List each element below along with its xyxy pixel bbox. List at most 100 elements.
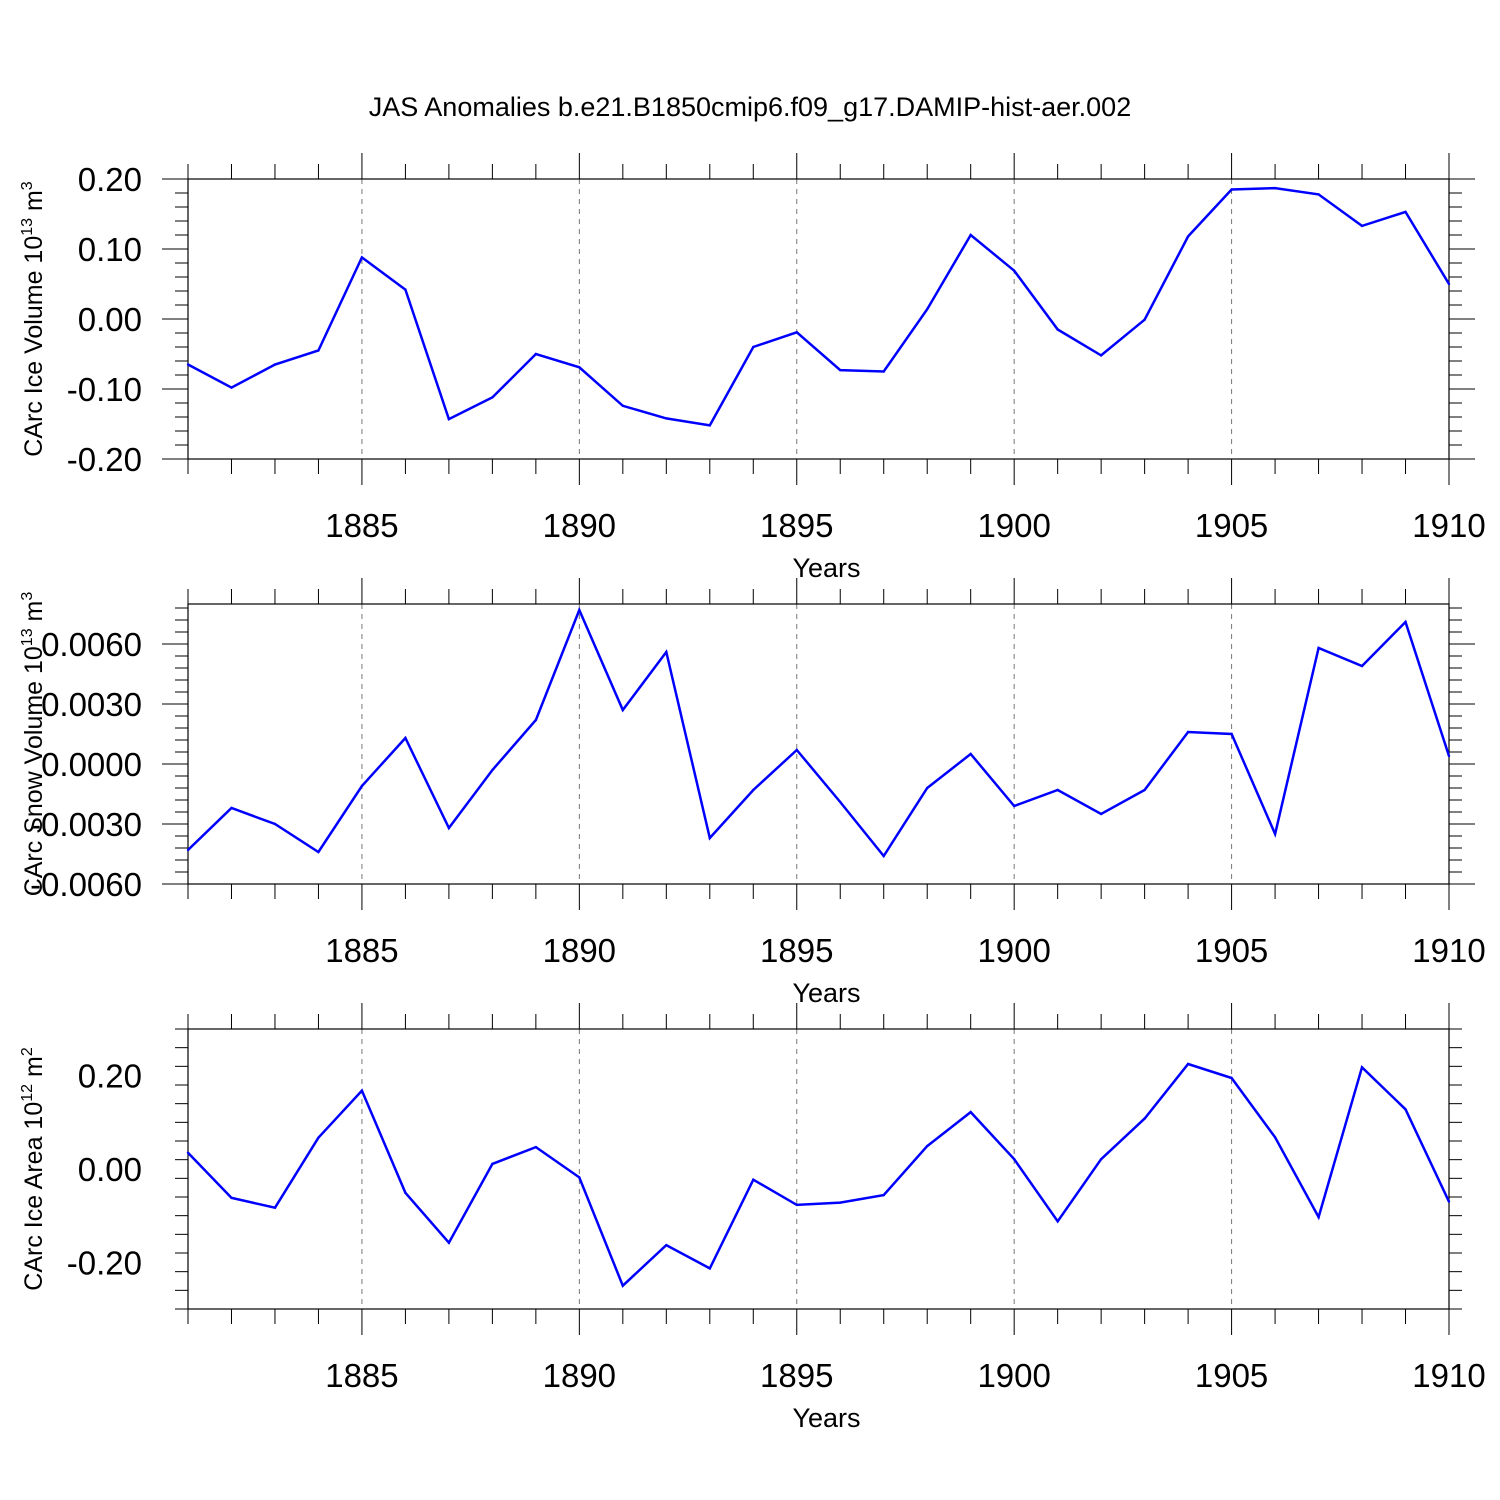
x-tick-label: 1900: [977, 932, 1050, 969]
data-point: [491, 768, 494, 772]
y-tick-label: 0.20: [78, 161, 142, 198]
y-tick-label: 0.00: [78, 301, 142, 338]
data-point: [1056, 788, 1059, 792]
chart-title: JAS Anomalies b.e21.B1850cmip6.f09_g17.D…: [369, 92, 1131, 122]
y-tick-label: -0.10: [67, 371, 142, 408]
data-point: [621, 1284, 625, 1287]
series-line: [187, 186, 1451, 427]
data-point: [186, 848, 190, 852]
data-point: [1273, 1136, 1277, 1139]
chart-panel-1: 0.20 0.10 0.00 -0.10 -0.20 1885 1890 1895 1900 19…: [19, 153, 1486, 583]
y-tick-label: -0.20: [67, 1244, 142, 1281]
plot-frame: [187, 178, 1450, 460]
data-point: [926, 308, 929, 311]
data-point: [230, 386, 233, 389]
data-point: [273, 822, 277, 826]
x-tick-label: 1905: [1195, 1357, 1268, 1394]
data-point: [708, 836, 711, 840]
data-point: [317, 850, 320, 854]
y-tick-label: 0.10: [78, 231, 142, 268]
x-tick-label: 1895: [760, 932, 833, 969]
y-tick-label: 0.00: [78, 1151, 142, 1188]
x-tick-label: 1910: [1412, 507, 1485, 544]
data-point: [1404, 210, 1407, 214]
x-tick-label: 1900: [977, 507, 1050, 544]
data-point: [1012, 1158, 1016, 1161]
data-point: [752, 1178, 755, 1181]
data-point: [317, 349, 320, 352]
data-point: [926, 786, 929, 790]
chart-panel-3: 0.20 0.00 -0.20 1885 1890 1895 1900 1905 1910 Yea…: [19, 1003, 1486, 1433]
data-point: [1012, 269, 1016, 272]
data-point: [1317, 646, 1320, 650]
data-point: [708, 1267, 711, 1270]
data-point: [1447, 282, 1451, 286]
data-point: [186, 363, 190, 366]
x-axis-title: Years: [792, 978, 860, 1008]
y-axis-unit-exponent: 3: [19, 181, 36, 190]
data-point: [1012, 804, 1016, 808]
data-point: [1230, 1076, 1233, 1080]
data-point: [578, 366, 581, 369]
data-point: [882, 370, 885, 373]
data-point: [665, 417, 668, 420]
x-tick-label: 1910: [1412, 1357, 1485, 1394]
y-axis-unit: m: [20, 190, 48, 218]
data-point: [447, 417, 451, 421]
data-point: [1360, 224, 1364, 228]
data-point: [708, 424, 711, 427]
data-point: [1143, 1117, 1146, 1120]
data-point: [578, 608, 581, 612]
data-point: [1099, 354, 1103, 357]
data-point: [230, 806, 233, 810]
data-point: [360, 256, 364, 259]
data-point: [839, 800, 842, 804]
data-point: [1447, 754, 1451, 758]
data-point: [795, 331, 798, 334]
data-point: [360, 1089, 364, 1092]
data-point: [882, 854, 885, 858]
data-point: [404, 1191, 407, 1195]
x-tick-label: 1885: [325, 932, 398, 969]
data-point: [665, 1243, 668, 1247]
data-point: [1186, 235, 1190, 238]
y-tick-label: -0.20: [67, 441, 142, 478]
data-point: [186, 1151, 190, 1154]
x-tick-label: 1890: [543, 507, 616, 544]
data-point: [404, 736, 407, 740]
data-point: [752, 345, 755, 349]
chart-panel-2: 0.0060 0.0030 0.0000 -0.0030 -0.0060 1885 1890…: [19, 578, 1486, 1008]
y-axis-title-text: CArc Snow Volume 10: [20, 646, 48, 896]
data-point: [621, 708, 625, 712]
data-point: [621, 404, 625, 407]
x-tick-label: 1895: [760, 507, 833, 544]
data-point: [1186, 730, 1190, 734]
y-axis-title-text: CArc Ice Volume 10: [20, 236, 48, 457]
y-axis-title: CArc Ice Volume 1013 m3: [19, 181, 48, 457]
data-point: [1317, 1215, 1320, 1219]
x-tick-label: 1905: [1195, 507, 1268, 544]
y-axis-title: CArc Snow Volume 1013 m3: [19, 592, 48, 897]
series-line: [187, 606, 1451, 859]
data-point: [795, 748, 798, 752]
data-point: [534, 718, 538, 722]
x-axis-title: Years: [792, 553, 860, 583]
y-axis-title-text: CArc Ice Area 10: [20, 1102, 48, 1291]
data-point: [447, 1241, 451, 1244]
y-tick-label: 0.0030: [41, 686, 142, 723]
data-point: [1056, 328, 1059, 331]
x-tick-label: 1890: [543, 1357, 616, 1394]
data-point: [1404, 620, 1407, 624]
data-point: [1230, 188, 1233, 191]
data-point: [1273, 186, 1277, 190]
data-point: [969, 233, 972, 237]
data-point: [491, 396, 494, 399]
plot-frame: [187, 1028, 1450, 1310]
data-point: [1056, 1220, 1059, 1223]
data-point: [752, 788, 755, 792]
data-point: [839, 1201, 842, 1204]
x-tick-label: 1910: [1412, 932, 1485, 969]
data-point: [1360, 664, 1364, 668]
data-point: [839, 368, 842, 372]
